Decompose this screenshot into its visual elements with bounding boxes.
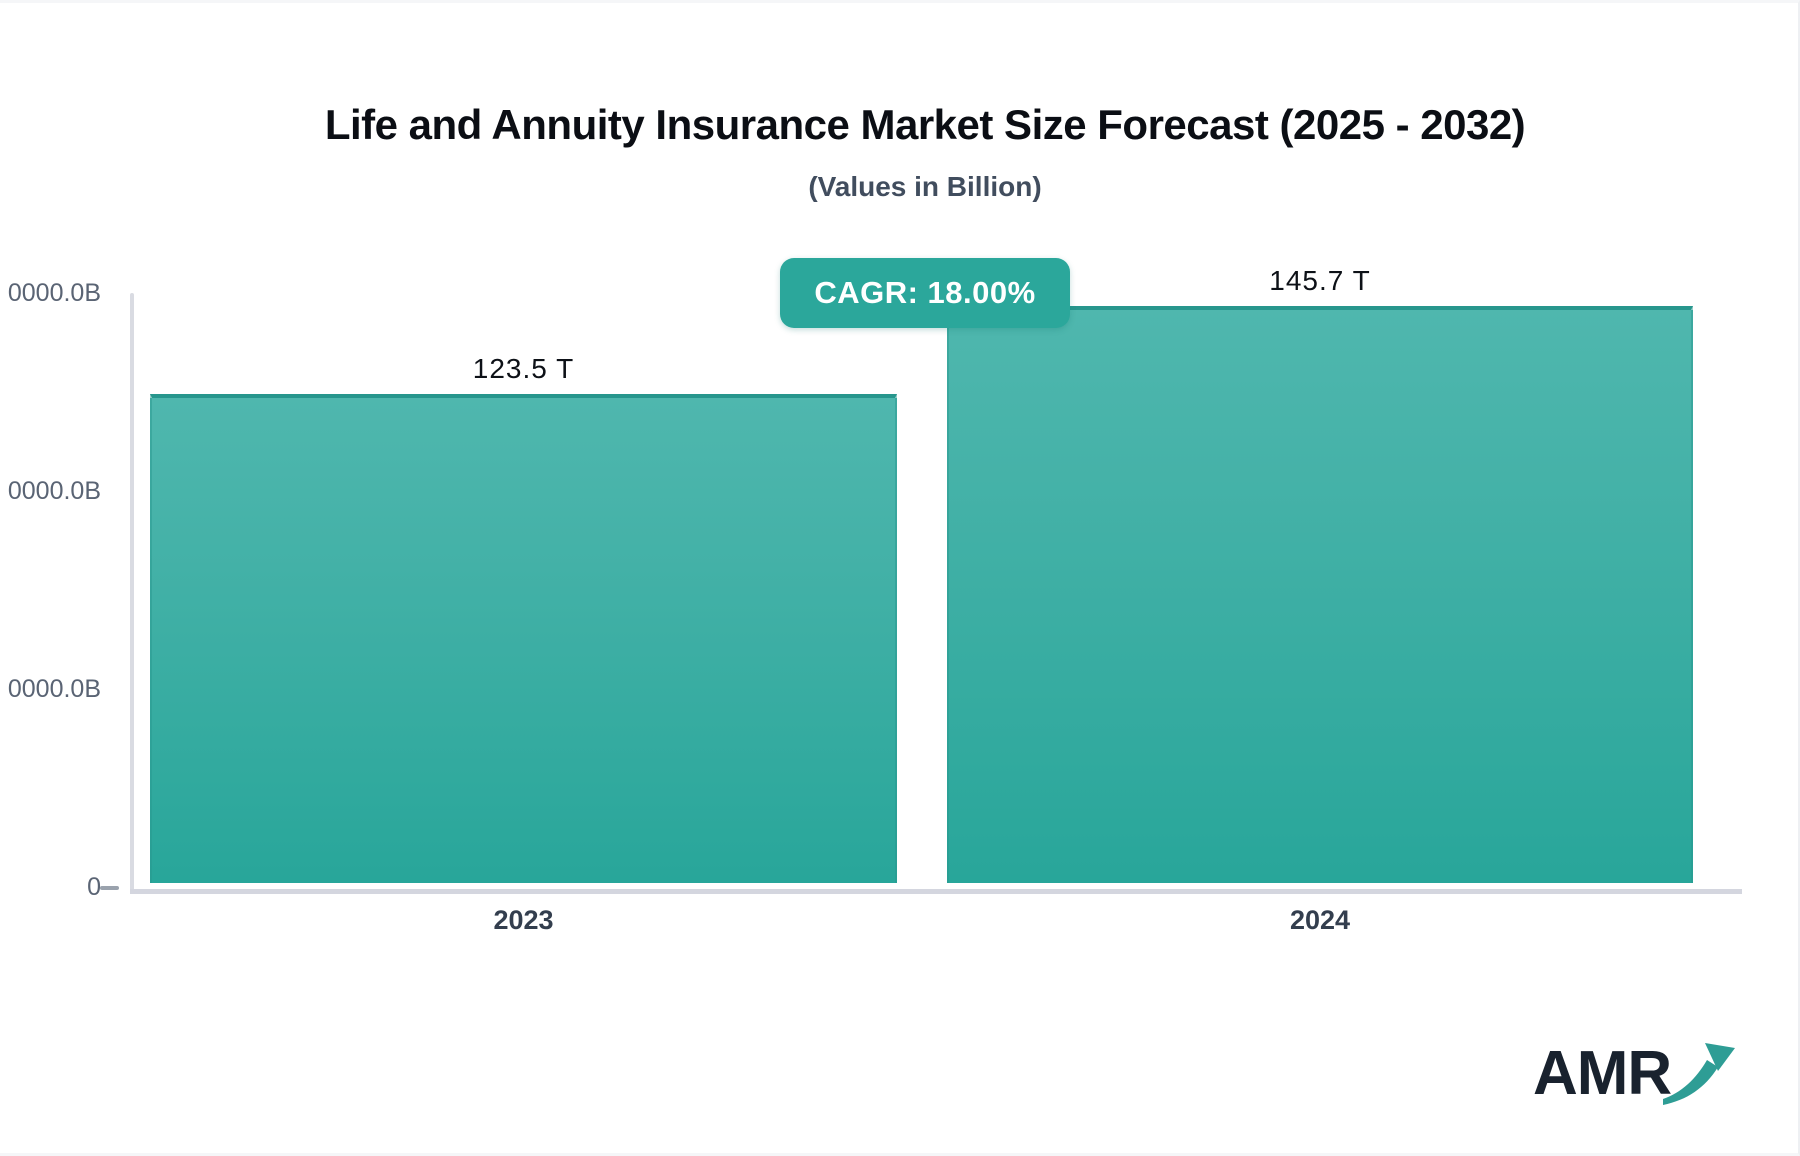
bar-2024 xyxy=(947,306,1693,883)
bar-group-2023: 123.5 T xyxy=(150,353,897,883)
bar-value-label: 123.5 T xyxy=(472,353,575,384)
y-axis-tick-label: 0000.0B xyxy=(7,279,101,307)
bar-value-label: 145.7 T xyxy=(1269,265,1371,296)
bar-2023 xyxy=(150,394,897,883)
amr-logo-text: AMR xyxy=(1533,1039,1672,1108)
cagr-badge-label: CAGR: 18.00% xyxy=(814,275,1036,310)
chart-subtitle: (Values in Billion) xyxy=(808,171,1042,202)
y-axis-tick-label: 0000.0B xyxy=(7,477,101,505)
amr-logo: AMR xyxy=(1533,1039,1753,1129)
cagr-badge: CAGR: 18.00% xyxy=(780,258,1070,328)
bar-group-2024: 145.7 T xyxy=(947,265,1693,883)
growth-arrow-icon xyxy=(1663,1043,1735,1105)
y-axis-line xyxy=(130,293,134,893)
x-axis-label-2024: 2024 xyxy=(1289,905,1351,935)
y-axis-tick-label-zero: 0 xyxy=(87,873,101,901)
y-axis-tick-label: 0000.0B xyxy=(7,675,101,703)
x-axis-line xyxy=(130,889,1742,894)
x-axis-label-2023: 2023 xyxy=(493,905,554,935)
zero-tick-mark xyxy=(100,886,119,890)
chart-title: Life and Annuity Insurance Market Size F… xyxy=(324,101,1526,148)
